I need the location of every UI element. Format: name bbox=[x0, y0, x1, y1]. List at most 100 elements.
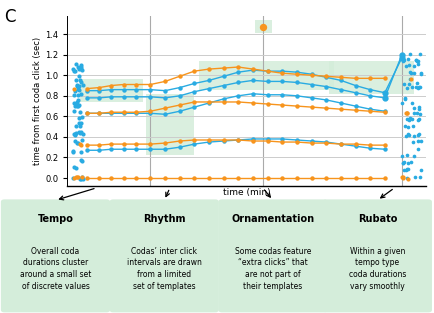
Point bbox=[413, 62, 420, 67]
Point bbox=[69, 150, 76, 155]
Point bbox=[72, 132, 79, 137]
Point bbox=[416, 85, 423, 90]
Point bbox=[400, 95, 407, 100]
Point bbox=[406, 76, 413, 81]
Point bbox=[406, 70, 413, 75]
Point bbox=[70, 93, 77, 98]
Point bbox=[404, 118, 411, 123]
Point bbox=[410, 111, 417, 116]
X-axis label: time (min): time (min) bbox=[223, 187, 270, 197]
Point bbox=[75, 67, 82, 72]
Point bbox=[414, 146, 421, 151]
Point bbox=[415, 175, 422, 180]
Point bbox=[74, 83, 81, 88]
Point bbox=[73, 175, 80, 180]
Point bbox=[78, 120, 85, 125]
Point bbox=[405, 63, 412, 68]
Point bbox=[70, 68, 77, 73]
Point bbox=[404, 176, 411, 181]
Point bbox=[71, 131, 78, 136]
Text: Ornamentation: Ornamentation bbox=[231, 214, 314, 224]
Point bbox=[414, 58, 421, 63]
Point bbox=[71, 164, 78, 169]
Point bbox=[74, 175, 81, 180]
Point bbox=[406, 76, 413, 81]
Point bbox=[415, 131, 422, 136]
Point bbox=[413, 80, 420, 85]
Y-axis label: time from first coda click (sec): time from first coda click (sec) bbox=[33, 37, 42, 165]
Point bbox=[413, 118, 420, 123]
Point bbox=[409, 134, 416, 139]
Point bbox=[77, 142, 84, 147]
Point bbox=[410, 154, 417, 159]
Point bbox=[259, 24, 266, 29]
Point bbox=[78, 92, 85, 97]
Point bbox=[399, 57, 406, 62]
Text: Rubato: Rubato bbox=[357, 214, 396, 224]
Point bbox=[73, 104, 80, 109]
Point bbox=[69, 175, 76, 180]
Point bbox=[78, 157, 85, 162]
Point bbox=[402, 110, 409, 115]
Point bbox=[403, 117, 410, 122]
Point bbox=[73, 99, 80, 104]
Point bbox=[75, 104, 82, 109]
Point bbox=[404, 132, 411, 137]
Point bbox=[403, 124, 410, 129]
Point bbox=[72, 130, 79, 135]
Point bbox=[73, 84, 80, 89]
Point bbox=[403, 111, 410, 116]
Point bbox=[78, 175, 85, 180]
Point bbox=[412, 58, 419, 63]
Point bbox=[76, 74, 83, 79]
Point bbox=[414, 85, 421, 90]
Point bbox=[412, 58, 419, 63]
Point bbox=[71, 89, 78, 94]
Point bbox=[398, 160, 405, 165]
Point bbox=[406, 160, 413, 165]
Point bbox=[71, 109, 78, 114]
Point bbox=[411, 85, 418, 90]
Point bbox=[402, 153, 409, 158]
Point bbox=[401, 63, 408, 68]
Point bbox=[74, 87, 81, 92]
Text: C: C bbox=[4, 8, 16, 26]
Point bbox=[71, 138, 78, 143]
Point bbox=[77, 142, 84, 147]
Point bbox=[399, 175, 406, 180]
Text: Codas’ inter click
intervals are drawn
from a limited
set of templates: Codas’ inter click intervals are drawn f… bbox=[126, 247, 201, 291]
Point bbox=[408, 117, 414, 122]
Point bbox=[76, 115, 82, 120]
Point bbox=[77, 131, 84, 136]
Point bbox=[404, 132, 411, 137]
Point bbox=[402, 85, 409, 90]
Point bbox=[79, 83, 86, 88]
Bar bbox=[255, 20, 272, 33]
Point bbox=[404, 161, 411, 166]
Point bbox=[72, 165, 79, 170]
Text: Within a given
tempo type
coda durations
vary smoothly: Within a given tempo type coda durations… bbox=[348, 247, 405, 291]
Point bbox=[408, 100, 415, 105]
Point bbox=[400, 159, 407, 164]
Point bbox=[70, 131, 77, 136]
Point bbox=[72, 102, 79, 107]
Point bbox=[415, 106, 422, 111]
Point bbox=[74, 64, 81, 69]
Point bbox=[77, 79, 84, 84]
Text: Tempo: Tempo bbox=[37, 214, 73, 224]
Point bbox=[416, 168, 423, 173]
Point bbox=[411, 175, 418, 180]
Point bbox=[417, 139, 424, 144]
Point bbox=[414, 105, 421, 110]
Point bbox=[70, 100, 77, 105]
Point bbox=[405, 117, 412, 122]
Point bbox=[79, 68, 85, 73]
Point bbox=[73, 175, 80, 180]
Point bbox=[402, 110, 409, 115]
Point bbox=[76, 124, 83, 129]
Point bbox=[78, 129, 85, 134]
Point bbox=[413, 110, 420, 115]
Point bbox=[398, 161, 405, 166]
Point bbox=[76, 121, 82, 126]
Point bbox=[405, 116, 412, 121]
